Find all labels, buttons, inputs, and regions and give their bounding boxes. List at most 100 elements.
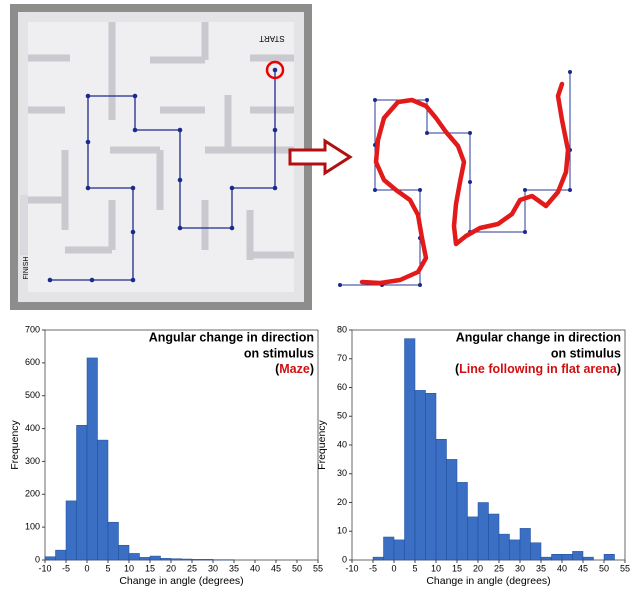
x-tick-label: 35 (536, 563, 546, 573)
x-tick-label: 35 (229, 563, 239, 573)
y-tick-label: 200 (25, 489, 40, 499)
bar (509, 539, 521, 561)
bar (414, 390, 426, 561)
x-axis-label: Change in angle (degrees) (119, 575, 243, 587)
bar (582, 556, 594, 561)
bar (519, 528, 531, 561)
bar (181, 558, 193, 561)
bar (467, 516, 479, 561)
x-tick-label: 0 (391, 563, 396, 573)
tracked-path (338, 70, 572, 287)
x-tick-label: 5 (412, 563, 417, 573)
x-tick-label: 10 (431, 563, 441, 573)
y-tick-label: 60 (337, 382, 347, 392)
start-label: START (259, 34, 285, 43)
x-tick-label: 30 (208, 563, 218, 573)
bar (540, 556, 552, 561)
y-tick-label: 50 (337, 411, 347, 421)
bar (561, 554, 573, 561)
bar (404, 338, 416, 561)
bar (383, 536, 395, 561)
bar (191, 559, 203, 561)
y-tick-label: 300 (25, 456, 40, 466)
subtitle-part: ( (275, 362, 280, 376)
bar (202, 559, 214, 561)
bar (456, 482, 468, 561)
y-axis-label: Frequency (9, 419, 21, 469)
y-tick-label: 70 (337, 353, 347, 363)
bar (139, 557, 151, 561)
x-tick-label: 15 (145, 563, 155, 573)
y-tick-label: 20 (337, 497, 347, 507)
x-tick-label: 0 (84, 563, 89, 573)
bar (160, 558, 172, 561)
bar (425, 393, 437, 561)
chart-subtitle: (Maze) (275, 362, 314, 376)
bar (97, 439, 109, 561)
chart-title: Angular change in direction (149, 330, 314, 344)
bar (372, 556, 384, 561)
chart-title: on stimulus (244, 346, 314, 360)
x-tick-label: -10 (38, 563, 51, 573)
bar (498, 533, 510, 561)
x-tick-label: 50 (292, 563, 302, 573)
x-tick-label: 30 (515, 563, 525, 573)
y-tick-label: 0 (35, 554, 40, 564)
bar (551, 554, 563, 561)
bar (530, 542, 542, 561)
bar (446, 459, 458, 561)
finish-label: FINISH (23, 257, 30, 280)
x-tick-label: 20 (166, 563, 176, 573)
maze-photo: START FINISH (10, 4, 312, 310)
x-axis-label: Change in angle (degrees) (426, 575, 550, 587)
y-tick-label: 10 (337, 526, 347, 536)
x-tick-label: 55 (620, 563, 630, 573)
bar (107, 521, 119, 561)
bar (393, 539, 405, 561)
x-tick-label: 20 (473, 563, 483, 573)
subtitle-part: ) (310, 362, 314, 376)
x-tick-label: -5 (62, 563, 70, 573)
x-tick-label: 15 (452, 563, 462, 573)
y-tick-label: 700 (25, 324, 40, 334)
subtitle-part: ) (617, 362, 621, 376)
subtitle-part: Line following in flat arena (459, 362, 618, 376)
y-tick-label: 0 (342, 554, 347, 564)
bar (76, 425, 88, 561)
x-tick-label: 10 (124, 563, 134, 573)
bar (170, 558, 182, 561)
x-tick-label: -10 (345, 563, 358, 573)
chart-title: on stimulus (551, 346, 621, 360)
bar (128, 553, 140, 561)
y-tick-label: 80 (337, 324, 347, 334)
bar (603, 554, 615, 561)
y-tick-label: 40 (337, 439, 347, 449)
x-tick-label: 55 (313, 563, 323, 573)
y-tick-label: 30 (337, 468, 347, 478)
chart-subtitle: (Line following in flat arena) (455, 362, 621, 376)
bar (435, 439, 447, 561)
chart-title: Angular change in direction (456, 330, 621, 344)
bar (55, 549, 67, 561)
y-tick-label: 600 (25, 357, 40, 367)
y-tick-label: 100 (25, 522, 40, 532)
subtitle-part: ( (455, 362, 460, 376)
y-axis-label: Frequency (316, 419, 328, 469)
bar (477, 502, 489, 561)
arrow (288, 138, 353, 176)
bar (572, 551, 584, 561)
bar (86, 357, 98, 561)
x-tick-label: 40 (250, 563, 260, 573)
x-tick-label: 40 (557, 563, 567, 573)
x-tick-label: 5 (105, 563, 110, 573)
bar (118, 544, 130, 561)
x-tick-label: 25 (494, 563, 504, 573)
x-tick-label: 45 (271, 563, 281, 573)
x-tick-label: 25 (187, 563, 197, 573)
x-tick-label: 45 (578, 563, 588, 573)
x-tick-label: -5 (369, 563, 377, 573)
bar (44, 556, 56, 561)
y-tick-label: 500 (25, 390, 40, 400)
bar (488, 513, 500, 561)
